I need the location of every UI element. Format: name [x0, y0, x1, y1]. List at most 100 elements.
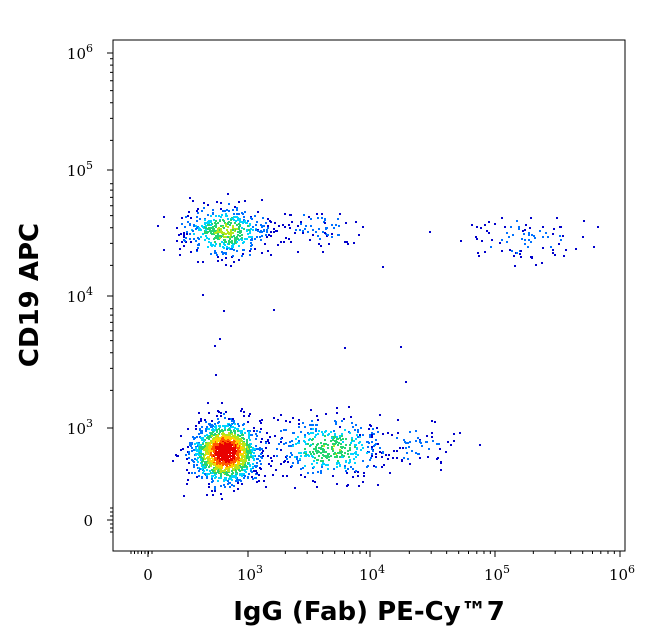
event-dot: [241, 440, 243, 442]
event-dot: [300, 468, 302, 470]
event-dot: [357, 454, 359, 456]
event-dot: [283, 443, 285, 445]
event-dot: [563, 255, 565, 257]
event-dot: [459, 432, 461, 434]
event-dot: [259, 449, 261, 451]
event-dot: [336, 438, 338, 440]
event-dot: [215, 243, 217, 245]
event-dot: [261, 419, 263, 421]
event-dot: [221, 251, 223, 253]
event-dot: [445, 451, 447, 453]
event-dot: [234, 242, 236, 244]
event-dot: [314, 436, 316, 438]
event-dot: [316, 452, 318, 454]
event-dot: [344, 452, 346, 454]
event-dot: [238, 226, 240, 228]
event-dot: [575, 248, 577, 250]
event-dot: [243, 451, 245, 453]
event-dot: [302, 232, 304, 234]
event-dot: [316, 462, 318, 464]
event-dot: [188, 457, 190, 459]
event-dot: [519, 253, 521, 255]
event-dot: [406, 452, 408, 454]
event-dot: [320, 245, 322, 247]
event-dot: [200, 229, 202, 231]
event-dot: [280, 449, 282, 451]
event-dot: [259, 460, 261, 462]
event-dot: [212, 475, 214, 477]
event-dot: [217, 446, 219, 448]
x-tick-label: 106: [609, 563, 635, 584]
event-dot: [298, 426, 300, 428]
event-dot: [291, 221, 293, 223]
event-dot: [352, 468, 354, 470]
event-dot: [202, 294, 204, 296]
event-dot: [318, 455, 320, 457]
event-dot: [528, 232, 530, 234]
event-dot: [188, 211, 190, 213]
event-dot: [198, 475, 200, 477]
event-dot: [229, 446, 231, 448]
event-dot: [217, 230, 219, 232]
event-dot: [223, 413, 225, 415]
event-dot: [244, 238, 246, 240]
event-dot: [197, 208, 199, 210]
event-dot: [219, 426, 221, 428]
event-dot: [440, 469, 442, 471]
event-dot: [197, 261, 199, 263]
event-dot: [318, 228, 320, 230]
event-dot: [514, 265, 516, 267]
event-dot: [565, 249, 567, 251]
event-dot: [267, 455, 269, 457]
event-dot: [219, 243, 221, 245]
event-dot: [371, 441, 373, 443]
event-dot: [460, 240, 462, 242]
event-dot: [229, 486, 231, 488]
event-dot: [254, 238, 256, 240]
event-dot: [272, 474, 274, 476]
event-dot: [282, 475, 284, 477]
event-dot: [194, 472, 196, 474]
event-dot: [333, 430, 335, 432]
event-dot: [314, 481, 316, 483]
event-dot: [209, 227, 211, 229]
event-dot: [212, 244, 214, 246]
event-dot: [318, 243, 320, 245]
event-dot: [337, 218, 339, 220]
event-dot: [324, 232, 326, 234]
event-dot: [247, 421, 249, 423]
event-dot: [223, 456, 225, 458]
event-dot: [276, 455, 278, 457]
event-dot: [210, 242, 212, 244]
event-dot: [415, 452, 417, 454]
event-dot: [196, 436, 198, 438]
event-dot: [196, 220, 198, 222]
event-dot: [250, 248, 252, 250]
event-dot: [275, 469, 277, 471]
event-dot: [312, 428, 314, 430]
event-dot: [439, 448, 441, 450]
event-dot: [235, 216, 237, 218]
event-dot: [225, 215, 227, 217]
event-dot: [207, 228, 209, 230]
event-dot: [225, 477, 227, 479]
event-dot: [560, 239, 562, 241]
event-dot: [393, 450, 395, 452]
event-dot: [238, 259, 240, 261]
event-dot: [297, 462, 299, 464]
event-dot: [196, 210, 198, 212]
event-dot: [211, 435, 213, 437]
event-dot: [310, 453, 312, 455]
event-dot: [434, 421, 436, 423]
event-dot: [310, 432, 312, 434]
event-dot: [488, 221, 490, 223]
event-dot: [328, 453, 330, 455]
event-dot: [304, 448, 306, 450]
event-dot: [344, 467, 346, 469]
event-dot: [197, 212, 199, 214]
event-dot: [338, 225, 340, 227]
event-dot: [267, 440, 269, 442]
event-dot: [214, 241, 216, 243]
event-dot: [304, 441, 306, 443]
event-dot: [243, 415, 245, 417]
